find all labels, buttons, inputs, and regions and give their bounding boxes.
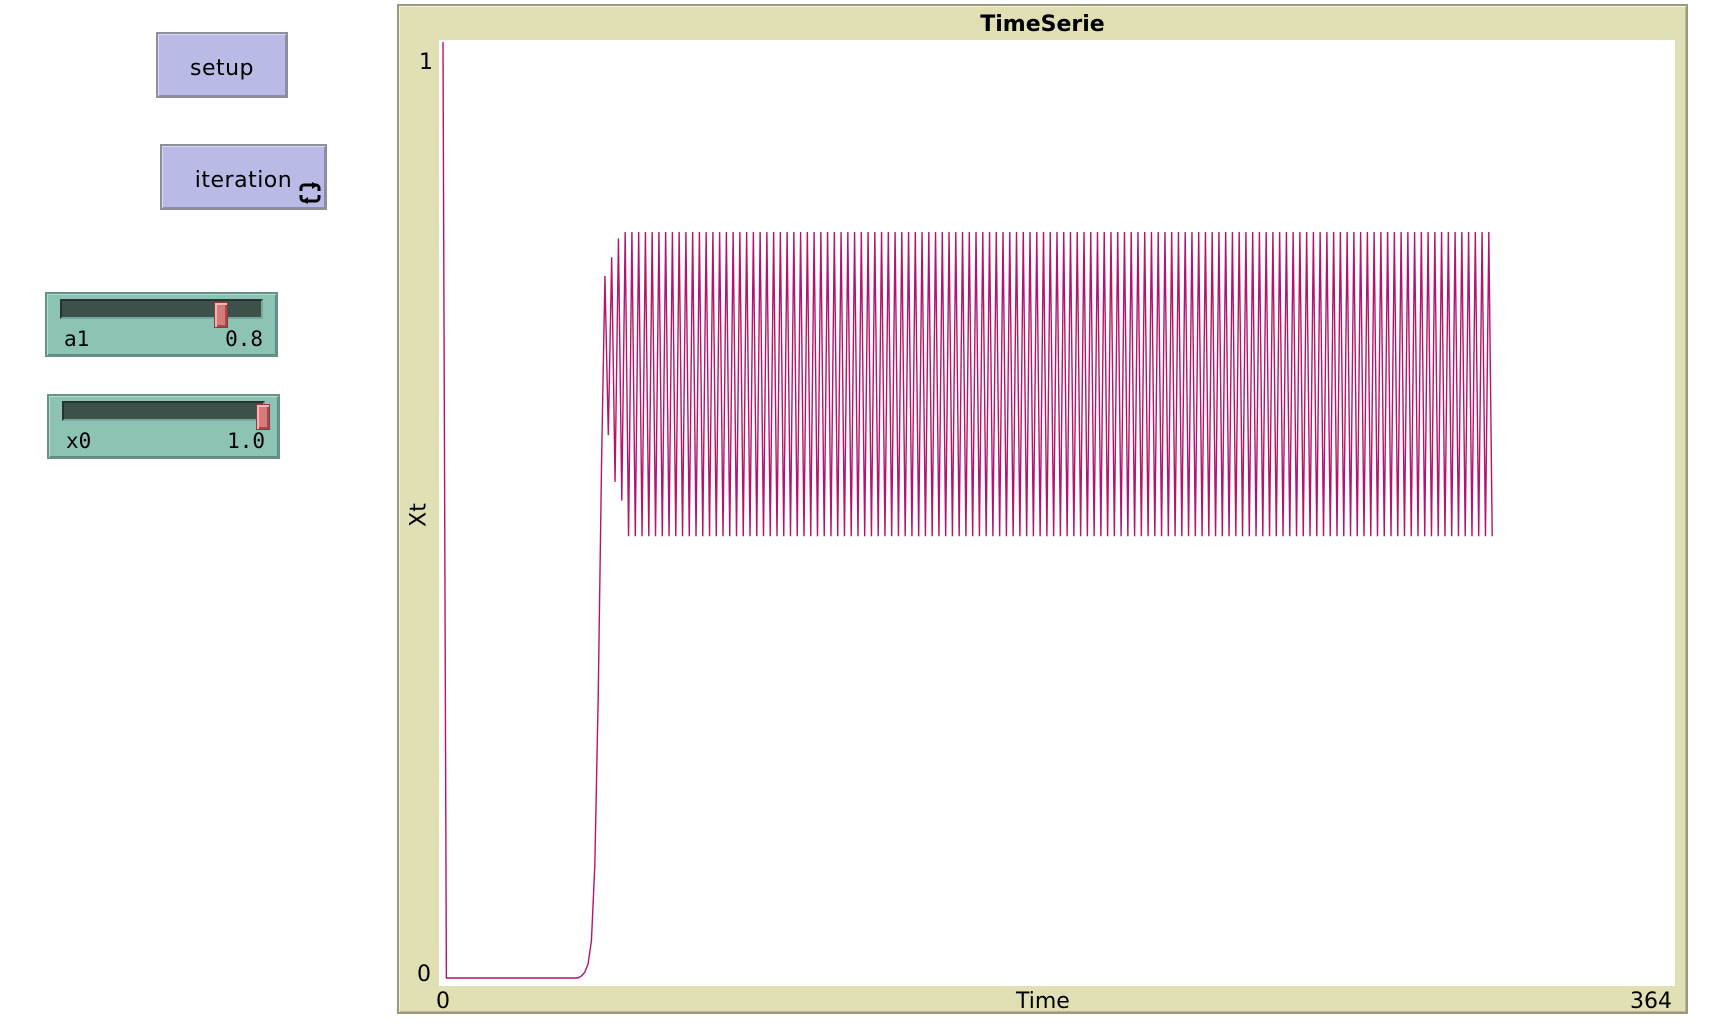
x0-slider[interactable]: x0 1.0 [47, 394, 280, 459]
plot-title: TimeSerie [980, 12, 1105, 37]
y-max-tick: 1 [419, 50, 433, 75]
plot-area [439, 40, 1675, 986]
a1-slider[interactable]: a1 0.8 [45, 292, 278, 357]
x-axis-label: Time [1016, 989, 1070, 1014]
x0-slider-track[interactable] [62, 401, 270, 430]
x-min-tick: 0 [436, 989, 450, 1014]
a1-slider-value: 0.8 [225, 327, 263, 351]
y-min-tick: 0 [417, 962, 431, 987]
a1-slider-thumb[interactable] [214, 302, 229, 328]
a1-slider-track[interactable] [60, 299, 263, 328]
iteration-button-label: iteration [194, 167, 293, 193]
x0-slider-thumb[interactable] [256, 404, 270, 430]
x0-slider-value: 1.0 [227, 429, 265, 453]
y-axis-label: Xt [406, 503, 432, 527]
forever-loop-icon [299, 182, 321, 204]
setup-button-label: setup [189, 55, 255, 81]
timeserie-chart [442, 41, 1493, 979]
setup-button[interactable]: setup [156, 32, 288, 98]
x0-slider-name: x0 [66, 429, 92, 453]
series-line-0 [442, 41, 1493, 979]
timeserie-plot: TimeSerie 1 0 0 Time 364 Xt [397, 4, 1688, 1014]
a1-slider-name: a1 [64, 327, 90, 351]
iteration-button[interactable]: iteration [160, 144, 327, 210]
x-max-tick: 364 [1630, 989, 1672, 1014]
